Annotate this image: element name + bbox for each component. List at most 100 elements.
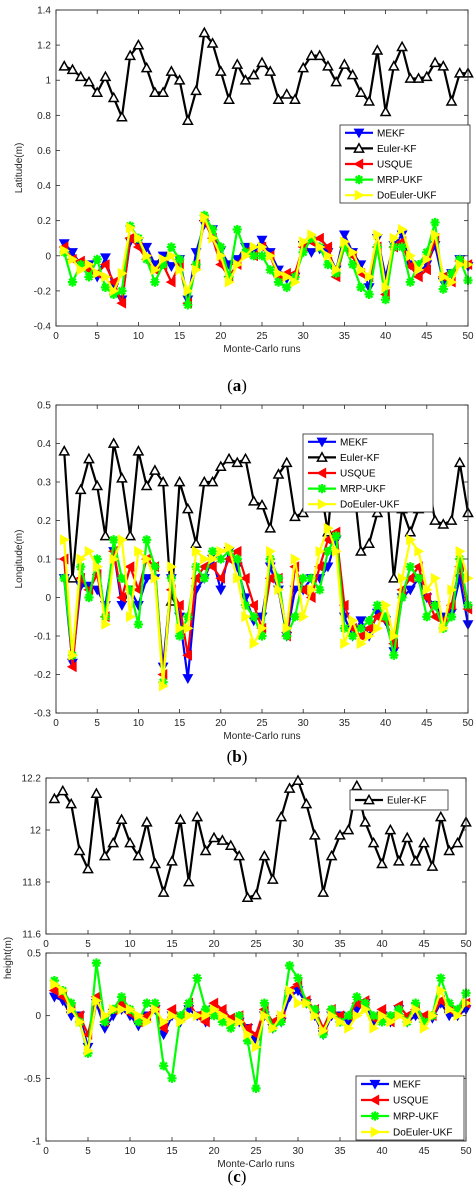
data-point-doeuler-ukf	[84, 259, 95, 271]
data-point-euler-kf	[258, 849, 271, 861]
series-doeuler-ukf	[50, 978, 472, 1057]
data-point-doeuler-ukf	[340, 638, 351, 650]
x-tick-label: 45	[418, 1146, 430, 1157]
data-point-doeuler-ukf	[175, 264, 186, 276]
legend: MEKF Euler-KF USQUE MRP-UKF DoEuler-UKF	[339, 124, 471, 204]
legend: MEKF USQUE MRP-UKF DoEuler-UKF	[355, 1075, 465, 1141]
data-point-doeuler-ukf	[183, 622, 194, 634]
data-point-mrp-ukf	[84, 272, 94, 282]
data-point-doeuler-ukf	[369, 1022, 380, 1034]
data-point-mrp-ukf	[422, 247, 432, 257]
data-point-doeuler-ukf	[439, 271, 449, 283]
panel-label-c: (c)	[228, 1167, 247, 1186]
data-point-euler-kf	[308, 829, 321, 840]
data-point-doeuler-ukf	[58, 985, 69, 997]
data-point-euler-kf	[376, 857, 388, 869]
data-point-euler-kf	[91, 479, 104, 491]
data-point-mrp-ukf	[240, 247, 251, 257]
data-point-mrp-ukf	[343, 1011, 353, 1021]
x-tick-label: 20	[208, 1146, 220, 1157]
data-point-mrp-ukf	[109, 289, 119, 299]
data-point-doeuler-ukf	[397, 572, 408, 584]
data-point-euler-kf	[241, 891, 254, 903]
data-point-doeuler-ukf	[406, 250, 416, 262]
data-point-euler-kf	[300, 797, 313, 809]
data-point-euler-kf	[214, 65, 227, 76]
data-point-doeuler-ukf	[447, 584, 458, 596]
data-point-mrp-ukf	[381, 612, 391, 622]
data-point-usque	[48, 985, 59, 997]
data-point-mekf	[99, 253, 111, 264]
data-point-doeuler-ukf	[142, 1016, 153, 1028]
data-point-euler-kf	[342, 823, 355, 835]
data-point-mekf	[165, 262, 177, 272]
data-point-doeuler-ukf	[150, 264, 161, 276]
data-point-usque	[116, 592, 127, 603]
data-point-euler-kf	[208, 831, 220, 843]
data-point-doeuler-ukf	[167, 1010, 178, 1022]
data-point-doeuler-ukf	[299, 236, 309, 248]
legend-marker-usque	[369, 1094, 380, 1106]
data-point-doeuler-ukf	[310, 1010, 321, 1022]
data-point-mrp-ukf	[364, 616, 374, 626]
data-point-mrp-ukf	[251, 1083, 261, 1093]
data-point-euler-kf	[297, 61, 310, 73]
data-point-euler-kf	[371, 44, 384, 55]
data-point-doeuler-ukf	[373, 229, 383, 241]
data-point-doeuler-ukf	[455, 259, 466, 271]
data-point-doeuler-ukf	[323, 522, 334, 534]
data-point-euler-kf	[132, 445, 145, 456]
legend-label-usque: USQUE	[393, 1096, 429, 1107]
data-point-doeuler-ukf	[142, 250, 153, 262]
data-point-doeuler-ukf	[455, 545, 466, 557]
y-tick-label: -0.5	[24, 1074, 42, 1085]
data-point-doeuler-ukf	[101, 619, 112, 630]
y-tick-label: -0.2	[34, 286, 52, 297]
data-point-doeuler-ukf	[268, 1022, 279, 1034]
data-point-euler-kf	[363, 537, 375, 549]
data-point-euler-kf	[445, 514, 458, 525]
data-point-usque	[239, 572, 250, 584]
data-point-doeuler-ukf	[414, 545, 425, 557]
x-tick-label: 25	[250, 1146, 262, 1157]
y-tick-label: 0.3	[37, 478, 51, 489]
data-point-mekf	[215, 585, 227, 596]
data-point-euler-kf	[181, 114, 194, 126]
data-point-doeuler-ukf	[403, 1016, 413, 1028]
data-point-euler-kf	[355, 545, 367, 556]
data-point-doeuler-ukf	[142, 553, 153, 565]
data-point-doeuler-ukf	[209, 1003, 220, 1015]
data-point-usque	[206, 561, 217, 573]
data-point-euler-kf	[223, 93, 235, 104]
data-point-doeuler-ukf	[364, 630, 375, 642]
data-point-doeuler-ukf	[193, 1010, 203, 1022]
data-point-mrp-ukf	[142, 254, 152, 264]
data-point-euler-kf	[116, 110, 128, 122]
legend-marker-usque	[316, 467, 327, 479]
data-point-euler-kf	[82, 862, 94, 874]
data-point-doeuler-ukf	[249, 638, 260, 650]
data-point-euler-kf	[190, 537, 202, 549]
data-point-mrp-ukf	[298, 247, 308, 257]
x-tick-label: 5	[94, 718, 100, 729]
data-point-euler-kf	[387, 60, 400, 71]
data-point-doeuler-ukf	[302, 997, 313, 1009]
data-point-euler-kf	[173, 475, 186, 487]
data-point-euler-kf	[231, 58, 244, 69]
data-point-doeuler-ukf	[83, 1045, 94, 1057]
data-point-doeuler-ukf	[463, 572, 474, 584]
data-point-doeuler-ukf	[224, 542, 235, 553]
data-point-usque	[173, 599, 184, 611]
data-point-euler-kf	[99, 529, 112, 541]
data-point-doeuler-ukf	[93, 561, 103, 573]
legend-marker-mekf	[353, 128, 365, 139]
data-point-euler-kf	[247, 68, 260, 80]
data-point-doeuler-ukf	[257, 622, 268, 634]
y-tick-label: 0.8	[37, 111, 51, 122]
data-point-mrp-ukf	[397, 242, 407, 252]
data-point-euler-kf	[149, 464, 161, 475]
data-point-doeuler-ukf	[274, 267, 285, 279]
data-point-mrp-ukf	[166, 242, 176, 252]
data-point-doeuler-ukf	[125, 1003, 136, 1015]
data-point-euler-kf	[445, 95, 458, 106]
